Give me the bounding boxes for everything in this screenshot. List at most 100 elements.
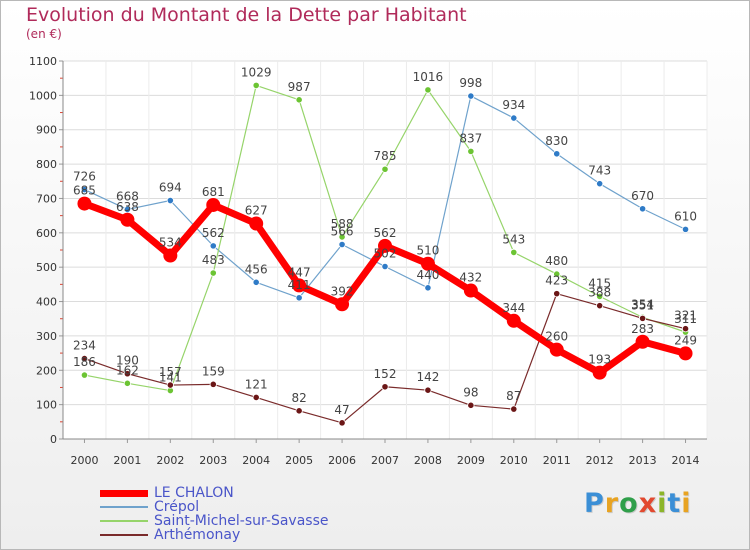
data-label: 411: [288, 278, 311, 292]
data-point: [252, 278, 260, 286]
logo-letter: P: [584, 488, 605, 519]
legend-swatch: [100, 534, 148, 536]
data-point: [424, 86, 432, 94]
data-point: [209, 242, 217, 250]
y-tick-label: 800: [36, 158, 57, 171]
legend-label: Arthémonay: [154, 527, 241, 543]
data-label: 638: [116, 200, 139, 214]
data-label: 260: [545, 330, 568, 344]
data-label: 98: [463, 385, 478, 399]
legend-swatch: [100, 506, 148, 508]
x-tick-label: 2004: [242, 454, 270, 467]
legend-label: Saint-Michel-sur-Savasse: [154, 513, 329, 529]
data-label: 837: [459, 131, 482, 145]
data-point: [635, 334, 650, 349]
chart-title: Evolution du Montant de la Dette par Hab…: [26, 4, 467, 26]
data-label: 566: [331, 225, 354, 239]
data-label: 534: [159, 235, 182, 249]
data-point: [335, 297, 350, 312]
y-tick-label: 700: [36, 192, 57, 205]
legend-item: LE CHALON: [100, 486, 328, 500]
x-tick-label: 2011: [543, 454, 571, 467]
data-point: [295, 96, 303, 104]
data-label: 562: [202, 226, 225, 240]
y-tick-label: 1100: [29, 55, 57, 68]
data-point: [378, 238, 392, 253]
y-tick-label: 1000: [29, 89, 57, 102]
data-point: [596, 292, 604, 300]
data-point: [424, 284, 432, 292]
data-point: [681, 225, 690, 233]
data-label: 249: [674, 333, 697, 347]
data-label: 588: [331, 217, 354, 231]
x-tick-label: 2003: [199, 454, 227, 467]
data-point: [553, 150, 561, 158]
data-point: [77, 196, 92, 211]
data-point: [467, 401, 475, 409]
data-label: 234: [73, 339, 96, 353]
data-point: [510, 114, 518, 122]
data-label: 392: [331, 284, 354, 298]
data-label: 934: [502, 98, 525, 112]
data-point: [467, 92, 475, 100]
data-label: 447: [288, 265, 311, 279]
proxiti-logo: Proxiti: [584, 488, 692, 519]
data-point: [80, 354, 89, 363]
data-point: [381, 383, 389, 391]
logo-letter: i: [681, 488, 692, 519]
y-tick-label: 200: [36, 364, 57, 377]
data-label: 440: [416, 268, 439, 282]
data-point: [681, 325, 690, 333]
data-label: 344: [502, 301, 525, 315]
x-tick-label: 2010: [500, 454, 528, 467]
x-tick-label: 2005: [285, 454, 313, 467]
data-label: 562: [374, 226, 397, 240]
data-point: [592, 365, 607, 380]
data-label: 510: [416, 244, 439, 258]
data-point: [381, 165, 389, 173]
data-label: 987: [288, 80, 311, 94]
data-label: 283: [631, 322, 654, 336]
data-label: 82: [291, 391, 306, 405]
data-label: 681: [202, 185, 225, 199]
data-label: 743: [588, 164, 611, 178]
y-tick-label: 0: [50, 433, 57, 446]
data-label: 685: [73, 184, 96, 198]
x-tick-label: 2009: [457, 454, 485, 467]
data-point: [123, 379, 132, 387]
x-tick-label: 2000: [70, 454, 98, 467]
data-point: [596, 302, 604, 310]
data-label: 785: [374, 149, 397, 163]
data-point: [123, 205, 132, 214]
data-point: [123, 370, 132, 378]
data-label: 121: [245, 377, 268, 391]
data-point: [252, 393, 260, 402]
data-point: [209, 380, 217, 388]
x-tick-label: 2007: [371, 454, 399, 467]
data-label: 354: [631, 297, 654, 311]
y-tick-label: 400: [36, 296, 57, 309]
data-point: [506, 313, 521, 328]
data-label: 87: [506, 389, 521, 403]
data-label: 694: [159, 181, 182, 195]
data-point: [209, 269, 217, 277]
data-point: [166, 381, 174, 389]
data-point: [381, 262, 389, 271]
data-label: 543: [502, 232, 525, 246]
data-point: [295, 407, 303, 415]
data-point: [252, 81, 260, 89]
chart-legend: LE CHALON Crépol Saint-Michel-sur-Savasse A…: [100, 486, 328, 542]
data-label: 726: [73, 170, 96, 184]
data-point: [463, 283, 478, 298]
data-label: 627: [245, 204, 268, 218]
data-point: [510, 248, 518, 257]
data-point: [549, 342, 564, 357]
data-label: 415: [588, 276, 611, 290]
y-tick-label: 300: [36, 330, 57, 343]
data-point: [338, 419, 346, 427]
data-label: 388: [588, 286, 611, 300]
x-tick-label: 2012: [586, 454, 614, 467]
logo-letter: i: [657, 488, 668, 519]
data-point: [424, 386, 432, 394]
